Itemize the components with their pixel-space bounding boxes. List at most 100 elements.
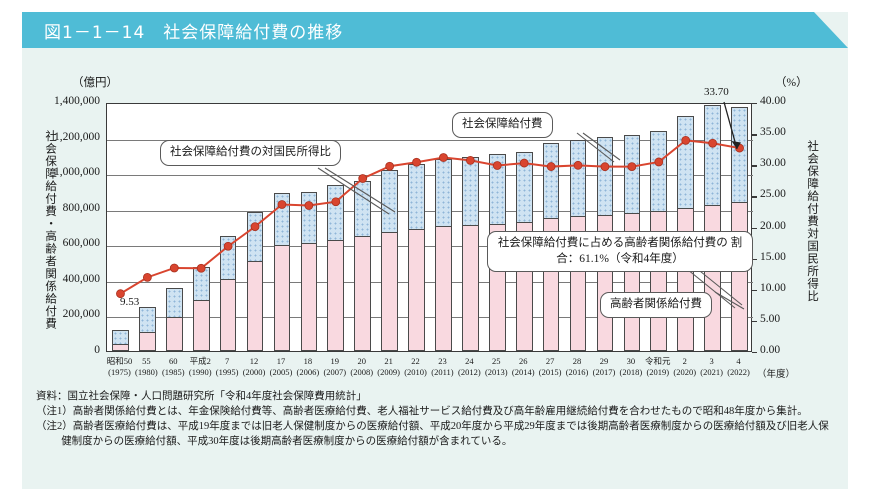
bar-column bbox=[731, 106, 748, 351]
bar-elderly-segment bbox=[354, 236, 372, 351]
right-tick-label: 30.00 bbox=[760, 157, 786, 170]
ratio-point bbox=[223, 241, 233, 251]
left-axis-title: 社会保障給付費・高齢者関係給付費 bbox=[44, 130, 57, 330]
bar-elderly-segment bbox=[165, 317, 183, 351]
x-tick-label: 17 (2005) bbox=[269, 356, 293, 377]
bar-column bbox=[246, 212, 264, 351]
gridline bbox=[107, 210, 753, 212]
bar-elderly-segment bbox=[273, 245, 291, 351]
x-tick-label: 25 (2013) bbox=[484, 356, 508, 377]
bar-column bbox=[139, 307, 156, 351]
ratio-point bbox=[412, 157, 421, 167]
x-tick-label: 55 (1980) bbox=[135, 356, 158, 377]
ratio-point bbox=[304, 201, 314, 210]
ratio-point bbox=[708, 138, 718, 148]
x-tick-label: 20 (2008) bbox=[350, 356, 374, 377]
ratio-point bbox=[142, 272, 152, 282]
bar-column bbox=[219, 235, 237, 351]
bar-column bbox=[300, 191, 318, 351]
bar-column bbox=[408, 163, 425, 351]
right-tick-label: 5.00 bbox=[760, 312, 781, 325]
right-tick-label: 35.00 bbox=[760, 126, 786, 139]
left-tick-label: 800,000 bbox=[62, 201, 100, 214]
gridline bbox=[107, 317, 753, 319]
ratio-point bbox=[627, 162, 637, 172]
callout-total-label: 社会保障給付費 bbox=[452, 112, 553, 138]
x-tick-label: 平成2 (1990) bbox=[188, 356, 212, 377]
bar-column bbox=[435, 158, 452, 351]
x-tick-label: 29 (2017) bbox=[592, 356, 616, 377]
bar-column bbox=[112, 330, 129, 351]
right-tick-label: 10.00 bbox=[760, 281, 786, 294]
ratio-point bbox=[546, 162, 556, 171]
right-tick-mark bbox=[752, 352, 757, 354]
left-tick-label: 1,200,000 bbox=[54, 130, 100, 143]
figure-notes: 資料：国立社会保障・人口問題研究所「令和4年度社会保障費用統計」 （注1）高齢者… bbox=[36, 390, 836, 450]
right-tick-mark bbox=[752, 165, 757, 167]
x-tick-label: 60 (1985) bbox=[161, 356, 185, 377]
callout-elderly-label: 高齢者関係給付費 bbox=[600, 292, 712, 318]
right-tick-label: 20.00 bbox=[760, 219, 786, 232]
gridline bbox=[107, 175, 753, 177]
right-tick-label: 0.00 bbox=[760, 344, 781, 356]
right-tick-label: 40.00 bbox=[760, 95, 786, 107]
ratio-point bbox=[465, 155, 475, 165]
title-banner bbox=[22, 12, 848, 48]
ratio-line-series bbox=[116, 135, 744, 299]
figure-title: 図1－1－14 社会保障給付費の推移 bbox=[44, 23, 344, 43]
ratio-point bbox=[116, 289, 125, 299]
callout-ratio-label: 社会保障給付費の対国民所得比 bbox=[160, 140, 341, 166]
bar-elderly-segment bbox=[139, 332, 156, 351]
x-axis-unit: （年度） bbox=[757, 370, 796, 380]
bar-column bbox=[381, 170, 398, 351]
ratio-point bbox=[681, 135, 691, 145]
bar-column bbox=[192, 266, 210, 351]
left-tick-label: 200,000 bbox=[62, 308, 100, 321]
right-tick-label: 15.00 bbox=[760, 250, 786, 263]
gridline bbox=[107, 281, 753, 283]
ratio-point bbox=[573, 160, 583, 170]
note-1: （注1）高齢者関係給付費とは、年金保険給付費等、高齢者医療給付費、老人福祉サービ… bbox=[36, 405, 808, 417]
x-tick-label: 12 (2000) bbox=[242, 356, 266, 377]
right-tick-mark bbox=[752, 196, 757, 198]
bar-elderly-segment bbox=[112, 344, 129, 351]
ratio-point bbox=[358, 174, 368, 183]
right-tick-mark bbox=[752, 289, 757, 292]
x-tick-label: 26 (2014) bbox=[511, 356, 535, 377]
right-tick-mark bbox=[752, 320, 757, 323]
bar-elderly-segment bbox=[246, 261, 264, 351]
bar-elderly-segment bbox=[300, 243, 318, 351]
ratio-point bbox=[492, 161, 502, 170]
x-tick-label: 24 (2012) bbox=[458, 356, 481, 377]
bar-elderly-segment bbox=[219, 278, 237, 351]
right-axis-title: 社会保障給付費対国民所得比 bbox=[806, 140, 819, 303]
gridline bbox=[107, 139, 753, 141]
x-tick-label: 28 (2016) bbox=[565, 356, 589, 377]
ratio-point bbox=[250, 222, 260, 232]
ratio-point bbox=[439, 153, 448, 162]
bar-elderly-segment bbox=[435, 226, 452, 351]
left-tick-label: 1,400,000 bbox=[54, 95, 100, 107]
bar-elderly-segment bbox=[462, 224, 479, 351]
note-2: （注2）高齢者医療給付費は、平成19年度までは旧老人保健制度からの医療給付額、平… bbox=[36, 420, 829, 447]
x-tick-label: 23 (2011) bbox=[431, 356, 454, 377]
x-tick-label: 3 (2021) bbox=[700, 356, 723, 377]
bar-elderly-segment bbox=[192, 300, 210, 351]
bar-elderly-segment bbox=[408, 229, 425, 351]
left-tick-label: 1,000,000 bbox=[54, 166, 100, 179]
callout-share-note: 社会保障給付費に占める高齢者関係給付費の 割合：61.1%（令和4年度） bbox=[487, 231, 753, 273]
peak-point-value-label: 33.70 bbox=[704, 86, 729, 98]
x-tick-label: 昭和50 (1975) bbox=[106, 356, 133, 377]
bar-column bbox=[273, 193, 291, 351]
right-tick-label: 25.00 bbox=[760, 188, 786, 201]
ratio-point bbox=[331, 197, 341, 207]
gridline bbox=[107, 246, 753, 248]
x-tick-label: 21 (2009) bbox=[377, 356, 400, 377]
first-point-value-label: 9.53 bbox=[120, 296, 140, 308]
right-tick-mark bbox=[752, 134, 757, 136]
left-tick-label: 0 bbox=[94, 344, 100, 356]
x-tick-label: 4 (2022) bbox=[727, 356, 750, 377]
x-tick-label: 令和元 (2019) bbox=[645, 356, 671, 377]
bar-column bbox=[327, 185, 345, 351]
